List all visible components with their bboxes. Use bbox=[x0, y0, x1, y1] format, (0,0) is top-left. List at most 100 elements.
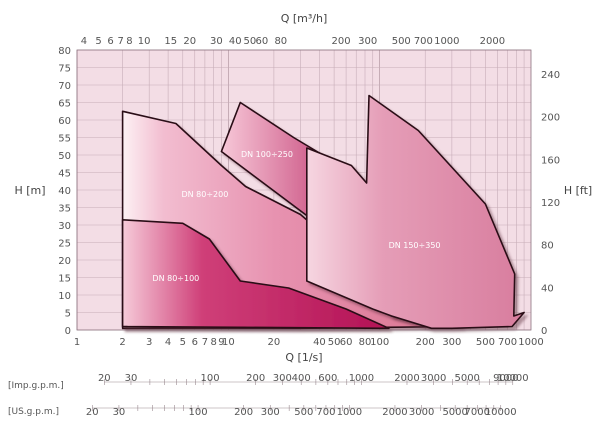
left-tick-label: 0 bbox=[65, 326, 71, 337]
gpm-tick-label: 700 bbox=[316, 407, 335, 418]
bottom-tick-label: 200 bbox=[416, 337, 435, 348]
right-tick-label: 240 bbox=[541, 70, 560, 81]
gpm-tick-label: 3000 bbox=[421, 373, 446, 384]
top-tick-label: 20 bbox=[183, 36, 196, 47]
gpm-scale-label-1: [Imp.g.p.m.] bbox=[8, 381, 64, 391]
bottom-tick-label: 50 bbox=[328, 337, 341, 348]
left-tick-label: 40 bbox=[58, 186, 71, 197]
right-tick-label: 160 bbox=[541, 155, 560, 166]
top-tick-label: 200 bbox=[331, 36, 350, 47]
gpm-tick-label: 3000 bbox=[409, 407, 434, 418]
left-tick-label: 35 bbox=[58, 204, 71, 215]
gpm-tick-label: 100 bbox=[189, 407, 208, 418]
top-tick-label: 4 bbox=[81, 36, 87, 47]
bottom-tick-label: 1 bbox=[74, 337, 80, 348]
top-tick-label: 7 bbox=[118, 36, 124, 47]
top-axis-title: Q [m³/h] bbox=[281, 12, 328, 25]
top-tick-label: 30 bbox=[210, 36, 223, 47]
gpm-tick-label: 300 bbox=[261, 407, 280, 418]
bottom-tick-label: 20 bbox=[268, 337, 281, 348]
gpm-tick-label: 2000 bbox=[382, 407, 407, 418]
gpm-tick-label: 300 bbox=[273, 373, 292, 384]
gpm-tick-label: 1000 bbox=[337, 407, 362, 418]
gpm-tick-label: 500 bbox=[294, 407, 313, 418]
gpm-tick-label: 200 bbox=[234, 407, 253, 418]
bottom-tick-label: 40 bbox=[313, 337, 326, 348]
series-label-3: DN 150÷350 bbox=[389, 241, 441, 250]
series-label-4: DN 80÷100 bbox=[152, 274, 199, 283]
bottom-tick-label: 500 bbox=[476, 337, 495, 348]
bottom-tick-label: 300 bbox=[442, 337, 461, 348]
gpm-tick-label: 9000 bbox=[493, 373, 518, 384]
right-axis-title: H [ft] bbox=[564, 184, 592, 197]
bottom-tick-label: 60 bbox=[340, 337, 353, 348]
left-tick-label: 50 bbox=[58, 151, 71, 162]
left-tick-label: 60 bbox=[58, 116, 71, 127]
right-tick-label: 200 bbox=[541, 113, 560, 124]
right-tick-label: 0 bbox=[541, 326, 547, 337]
bottom-tick-label: 8 bbox=[210, 337, 216, 348]
left-tick-label: 80 bbox=[58, 46, 71, 57]
top-tick-label: 6 bbox=[107, 36, 113, 47]
bottom-tick-label: 2 bbox=[119, 337, 125, 348]
gpm-tick-label: 20 bbox=[86, 407, 99, 418]
gpm-tick-label: 10000 bbox=[485, 407, 517, 418]
gpm-tick-label: 5000 bbox=[442, 407, 467, 418]
top-tick-label: 1000 bbox=[434, 36, 459, 47]
gpm-tick-label: 1000 bbox=[349, 373, 374, 384]
gpm-tick-label: 600 bbox=[318, 373, 337, 384]
left-tick-label: 20 bbox=[58, 256, 71, 267]
top-tick-label: 10 bbox=[138, 36, 151, 47]
left-tick-label: 10 bbox=[58, 291, 71, 302]
bottom-tick-label: 700 bbox=[498, 337, 517, 348]
left-tick-label: 75 bbox=[58, 64, 71, 75]
bottom-tick-label: 7 bbox=[202, 337, 208, 348]
bottom-tick-label: 3 bbox=[146, 337, 152, 348]
top-tick-label: 500 bbox=[392, 36, 411, 47]
top-tick-label: 300 bbox=[358, 36, 377, 47]
gpm-scale-label-2: [US.g.p.m.] bbox=[8, 407, 59, 417]
left-tick-label: 55 bbox=[58, 134, 71, 145]
left-tick-label: 70 bbox=[58, 81, 71, 92]
bottom-axis-title: Q [1/s] bbox=[285, 351, 322, 364]
left-tick-label: 5 bbox=[65, 309, 71, 320]
right-tick-label: 40 bbox=[541, 283, 554, 294]
gpm-tick-label: 30 bbox=[113, 407, 126, 418]
gpm-tick-label: 20 bbox=[98, 373, 111, 384]
gpm-tick-label: 200 bbox=[246, 373, 265, 384]
series-label-2: DN 100÷250 bbox=[241, 150, 293, 159]
bottom-tick-label: 9 bbox=[218, 337, 224, 348]
left-tick-label: 30 bbox=[58, 221, 71, 232]
top-tick-label: 8 bbox=[126, 36, 132, 47]
gpm-tick-label: 400 bbox=[292, 373, 311, 384]
top-tick-label: 700 bbox=[414, 36, 433, 47]
bottom-tick-label: 100 bbox=[370, 337, 389, 348]
top-tick-label: 15 bbox=[164, 36, 177, 47]
bottom-tick-label: 10 bbox=[222, 337, 235, 348]
gpm-tick-label: 10000 bbox=[497, 373, 529, 384]
plot-border bbox=[76, 49, 532, 331]
right-tick-label: 80 bbox=[541, 241, 554, 252]
series-area-3 bbox=[306, 94, 525, 330]
gpm-tick-label: 100 bbox=[201, 373, 220, 384]
bottom-tick-label: 1000 bbox=[518, 337, 543, 348]
left-tick-label: 25 bbox=[58, 239, 71, 250]
top-tick-label: 50 bbox=[244, 36, 257, 47]
gpm-tick-label: 7000 bbox=[465, 407, 490, 418]
left-axis-title: H [m] bbox=[14, 184, 45, 197]
right-tick-label: 120 bbox=[541, 198, 560, 209]
bottom-tick-label: 4 bbox=[165, 337, 171, 348]
left-tick-label: 15 bbox=[58, 274, 71, 285]
gpm-tick-label: 2000 bbox=[394, 373, 419, 384]
left-tick-label: 45 bbox=[58, 169, 71, 180]
bottom-tick-label: 5 bbox=[180, 337, 186, 348]
gpm-tick-label: 30 bbox=[125, 373, 138, 384]
left-tick-label: 65 bbox=[58, 99, 71, 110]
bottom-tick-label: 6 bbox=[192, 337, 198, 348]
series-label-1: DN 80÷200 bbox=[181, 190, 228, 199]
series-area-4 bbox=[121, 219, 390, 330]
top-tick-label: 40 bbox=[229, 36, 242, 47]
top-tick-label: 2000 bbox=[480, 36, 505, 47]
